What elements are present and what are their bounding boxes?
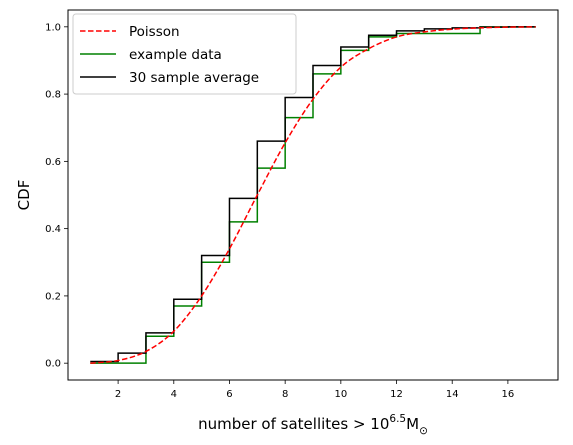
series-line-30-sample-average	[90, 26, 536, 363]
x-axis-title-main: number of satellites > 10	[198, 415, 389, 433]
y-axis-ticks: 0.0 0.2 0.4 0.6 0.8 1.0	[45, 22, 68, 370]
x-tick-label-2: 2	[115, 389, 121, 400]
legend-label-30-sample-average: 30 sample average	[129, 70, 259, 86]
x-axis-title-exponent: 6.5	[389, 413, 406, 425]
x-tick-label-16: 16	[502, 389, 515, 400]
x-tick-label-12: 12	[390, 389, 403, 400]
x-tick-label-4: 4	[171, 389, 177, 400]
y-tick-label-4: 0.8	[45, 90, 61, 101]
y-tick-label-5: 1.0	[45, 22, 61, 33]
plot-marks	[90, 26, 536, 364]
x-axis-title: number of satellites > 106.5M⊙	[198, 413, 428, 437]
plot-frame	[67, 9, 559, 381]
x-tick-label-8: 8	[282, 389, 288, 400]
x-axis-ticks: 2 4 6 8 10 12 14 16	[115, 380, 514, 400]
legend-label-poisson: Poisson	[129, 24, 180, 40]
x-tick-label-6: 6	[226, 389, 232, 400]
series-line-poisson	[90, 26, 536, 364]
y-tick-label-2: 0.4	[45, 224, 61, 235]
legend-label-example-data: example data	[129, 47, 222, 63]
legend-box	[72, 13, 297, 95]
legend: Poisson example data 30 sample average	[72, 13, 297, 95]
y-axis-title: CDF	[15, 180, 33, 211]
y-tick-label-1: 0.2	[45, 291, 61, 302]
x-axis-title-sun-symbol: ⊙	[419, 425, 428, 437]
y-tick-label-0: 0.0	[45, 359, 61, 370]
x-tick-label-14: 14	[446, 389, 459, 400]
x-axis-title-mass: M	[406, 415, 419, 433]
x-tick-label-10: 10	[334, 389, 347, 400]
y-tick-label-3: 0.6	[45, 157, 61, 168]
